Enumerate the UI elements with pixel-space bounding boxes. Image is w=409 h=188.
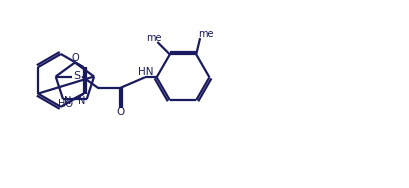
Text: S: S xyxy=(74,71,81,81)
Text: O: O xyxy=(117,107,125,117)
Text: HN: HN xyxy=(138,67,153,77)
Text: N: N xyxy=(79,96,86,106)
Text: O: O xyxy=(72,53,79,63)
Text: me: me xyxy=(198,29,214,39)
Text: me: me xyxy=(146,33,161,43)
Text: HO: HO xyxy=(58,99,73,109)
Text: N: N xyxy=(64,96,71,106)
